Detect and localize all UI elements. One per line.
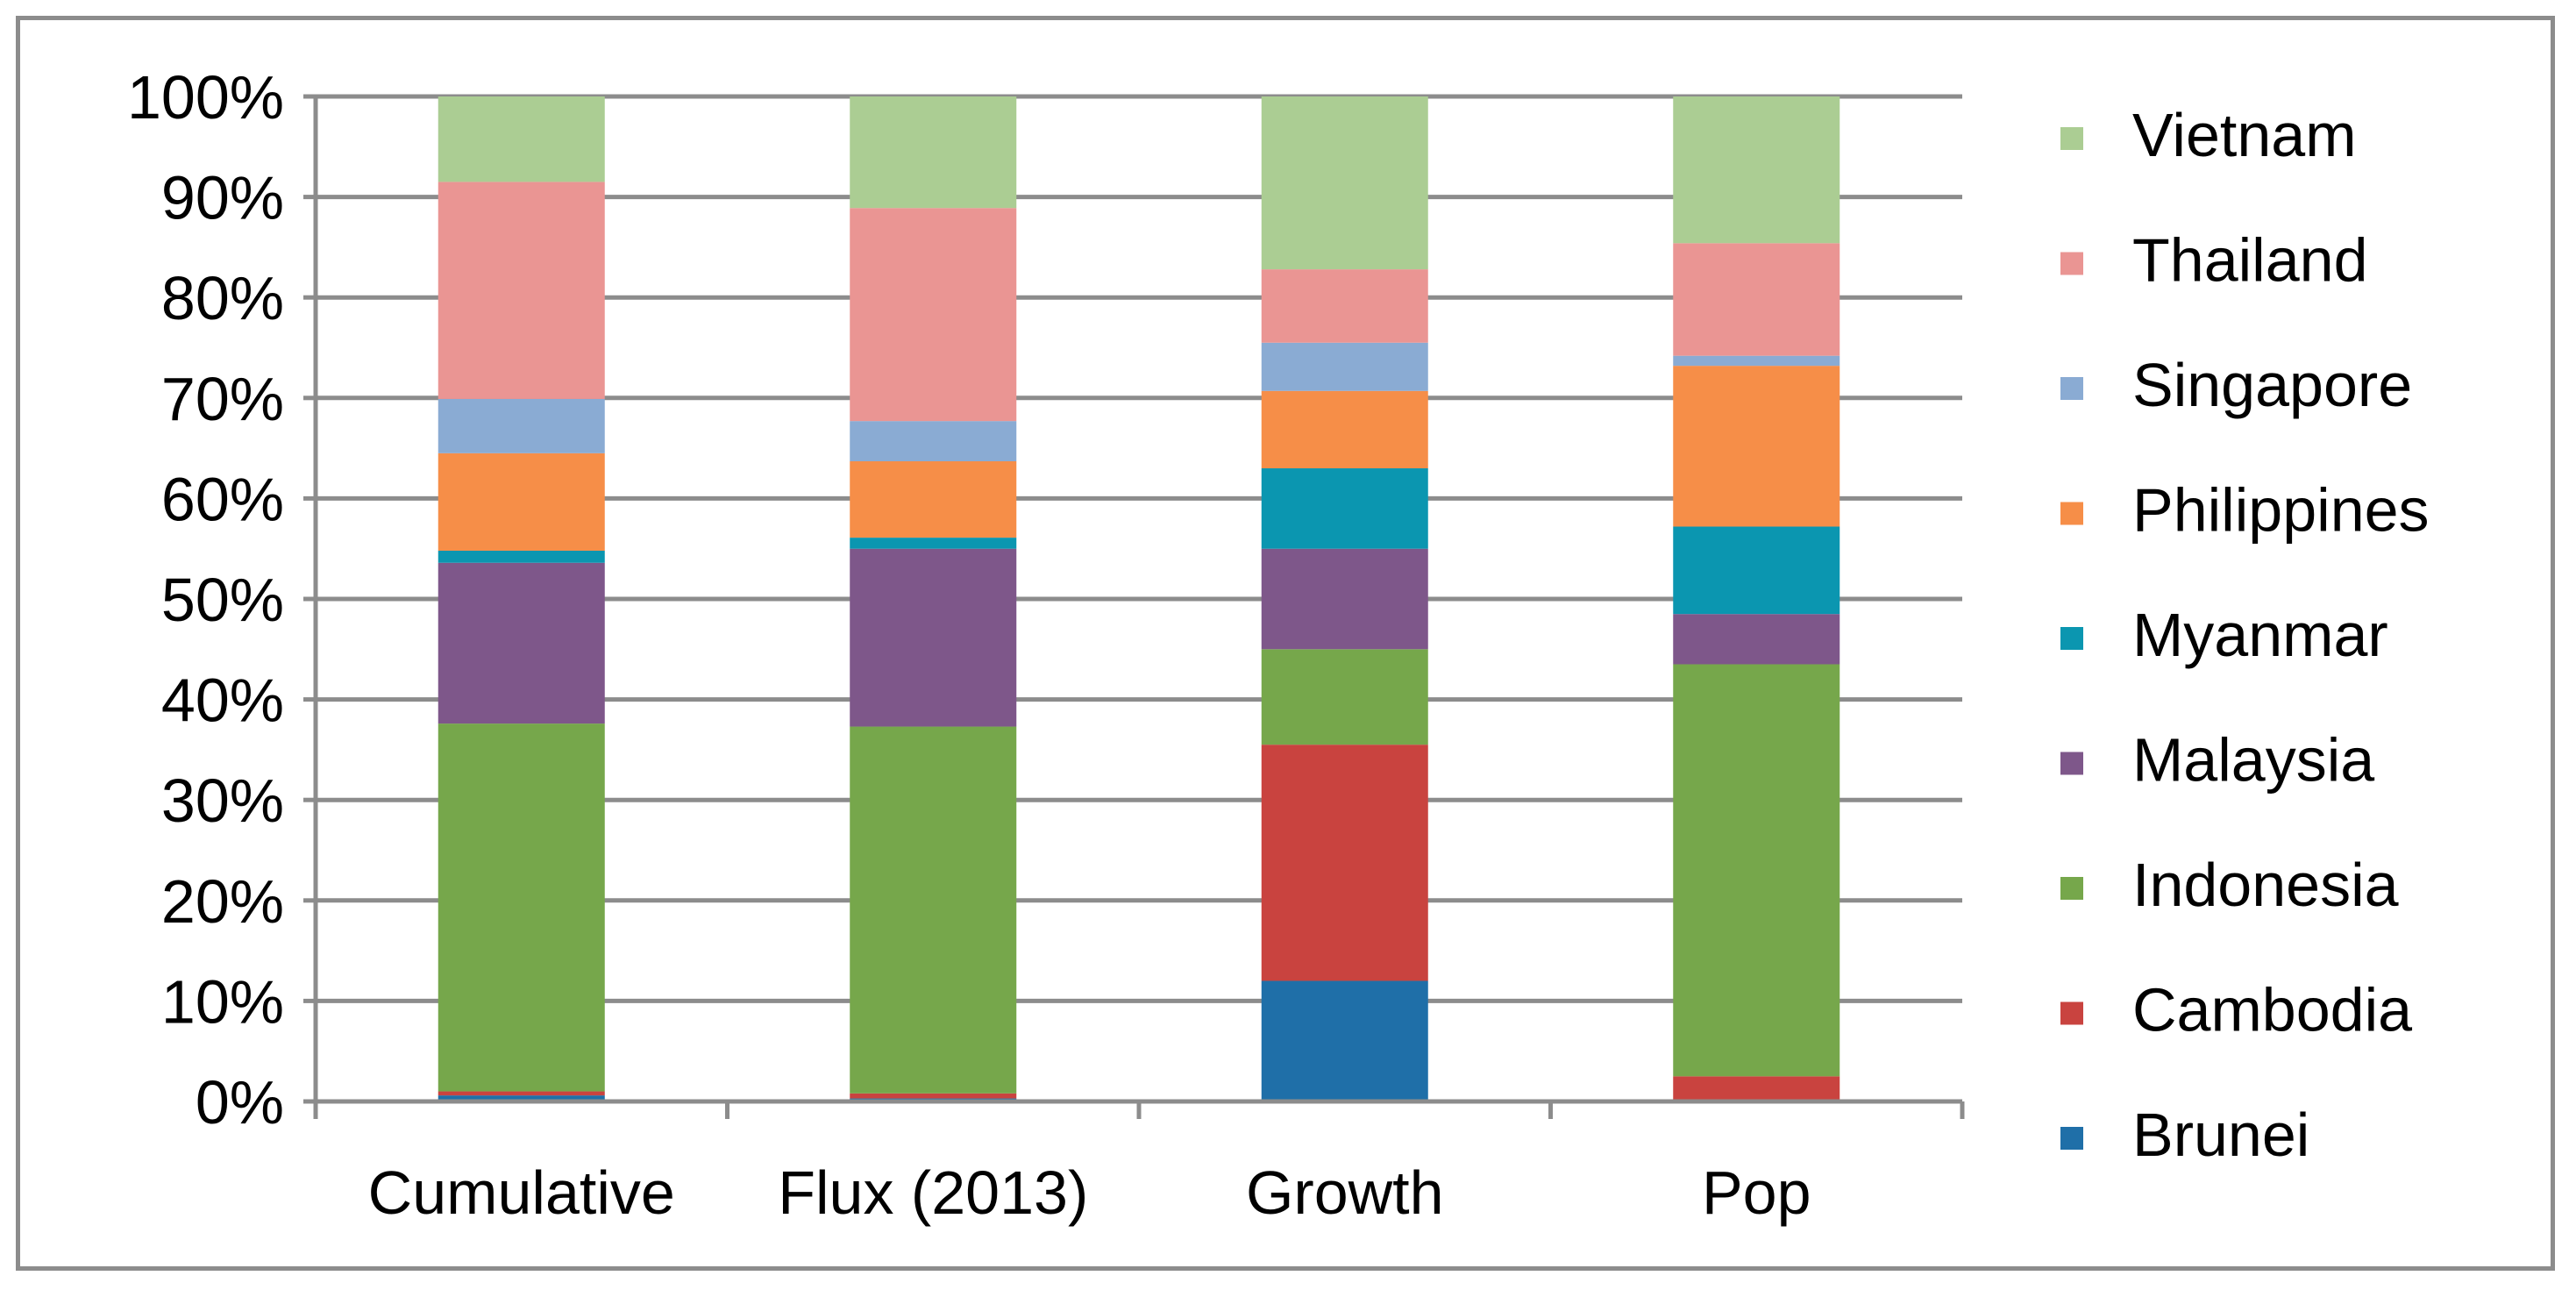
- bar-segment-brunei: [1261, 980, 1428, 1101]
- legend-label: Myanmar: [2132, 601, 2388, 669]
- y-tick-label: 50%: [161, 566, 284, 634]
- bar-segment-cambodia: [438, 1091, 605, 1096]
- legend-item-brunei: Brunei: [2060, 1101, 2309, 1169]
- x-tick-label: Cumulative: [368, 1158, 675, 1227]
- y-tick-label: 60%: [161, 465, 284, 533]
- legend-swatch: [2060, 877, 2083, 900]
- y-tick-label: 90%: [161, 164, 284, 232]
- y-axis-tick-labels: 0% 10% 20% 30% 40% 50% 60% 70% 80% 90% 100%: [127, 63, 284, 1137]
- bar-segment-indonesia: [850, 726, 1017, 1094]
- bar-segment-singapore: [850, 421, 1017, 461]
- bar-segment-cambodia: [850, 1093, 1017, 1099]
- legend-swatch: [2060, 127, 2083, 150]
- legend-item-philippines: Philippines: [2060, 476, 2430, 545]
- legend-label: Singapore: [2132, 351, 2412, 419]
- bar-segment-vietnam: [438, 96, 605, 182]
- legend-item-singapore: Singapore: [2060, 351, 2412, 419]
- bar-segment-indonesia: [1673, 664, 1840, 1077]
- y-tick-label: 80%: [161, 264, 284, 332]
- y-tick-label: 100%: [127, 63, 284, 132]
- legend-swatch: [2060, 1001, 2083, 1025]
- legend-swatch: [2060, 377, 2083, 400]
- x-tick-label: Pop: [1702, 1158, 1811, 1227]
- bar-segment-vietnam: [1261, 96, 1428, 270]
- bar-segment-myanmar: [1673, 526, 1840, 615]
- legend: Vietnam Thailand Singapore Philippines Myanm…: [2060, 101, 2430, 1169]
- legend-label: Brunei: [2132, 1101, 2309, 1169]
- legend-item-vietnam: Vietnam: [2060, 101, 2357, 169]
- y-tick-label: 70%: [161, 365, 284, 433]
- bar-segment-malaysia: [1261, 548, 1428, 650]
- axes: [303, 94, 1965, 1119]
- bar-segment-vietnam: [850, 96, 1017, 209]
- y-tick-label: 0%: [196, 1068, 284, 1137]
- bar-segment-malaysia: [850, 548, 1017, 727]
- y-tick-label: 30%: [161, 766, 284, 835]
- y-tick-label: 40%: [161, 666, 284, 735]
- bar-segment-vietnam: [1673, 96, 1840, 244]
- legend-swatch: [2060, 1127, 2083, 1150]
- legend-swatch: [2060, 502, 2083, 525]
- bar-segment-philippines: [1673, 366, 1840, 527]
- bar-segment-singapore: [438, 398, 605, 453]
- legend-swatch: [2060, 627, 2083, 650]
- bar-segment-thailand: [438, 182, 605, 399]
- bar-segment-thailand: [850, 208, 1017, 422]
- bar-segment-cambodia: [1261, 745, 1428, 981]
- legend-label: Indonesia: [2132, 851, 2399, 919]
- legend-item-malaysia: Malaysia: [2060, 726, 2374, 795]
- bar-segment-indonesia: [438, 723, 605, 1092]
- bar-segment-thailand: [1673, 243, 1840, 356]
- bar-segment-myanmar: [850, 538, 1017, 549]
- bar-segment-malaysia: [1673, 614, 1840, 665]
- bar-segment-philippines: [438, 453, 605, 551]
- x-tick-label: Flux (2013): [778, 1158, 1088, 1227]
- legend-item-myanmar: Myanmar: [2060, 601, 2388, 669]
- legend-label: Thailand: [2132, 226, 2368, 295]
- bar-segment-brunei: [438, 1095, 605, 1101]
- bar-segment-indonesia: [1261, 649, 1428, 745]
- bar-segment-singapore: [1261, 342, 1428, 391]
- legend-item-cambodia: Cambodia: [2060, 976, 2412, 1044]
- bar-segment-philippines: [1261, 390, 1428, 469]
- bar-segment-singapore: [1673, 355, 1840, 367]
- legend-label: Philippines: [2132, 476, 2430, 545]
- bar-segment-myanmar: [1261, 468, 1428, 549]
- legend-swatch: [2060, 252, 2083, 275]
- bar-segment-malaysia: [438, 562, 605, 724]
- legend-swatch: [2060, 752, 2083, 775]
- bar-segment-thailand: [1261, 269, 1428, 343]
- y-tick-label: 20%: [161, 867, 284, 936]
- legend-label: Vietnam: [2132, 101, 2357, 169]
- bar-segment-myanmar: [438, 550, 605, 563]
- legend-item-indonesia: Indonesia: [2060, 851, 2399, 919]
- bar-segment-cambodia: [1673, 1076, 1840, 1101]
- x-tick-label: Growth: [1246, 1158, 1444, 1227]
- legend-item-thailand: Thailand: [2060, 226, 2368, 295]
- x-axis-tick-labels: Cumulative Flux (2013) Growth Pop: [368, 1158, 1811, 1227]
- bars: [438, 96, 1840, 1101]
- y-tick-label: 10%: [161, 967, 284, 1036]
- legend-label: Cambodia: [2132, 976, 2412, 1044]
- bar-segment-philippines: [850, 460, 1017, 538]
- legend-label: Malaysia: [2132, 726, 2374, 795]
